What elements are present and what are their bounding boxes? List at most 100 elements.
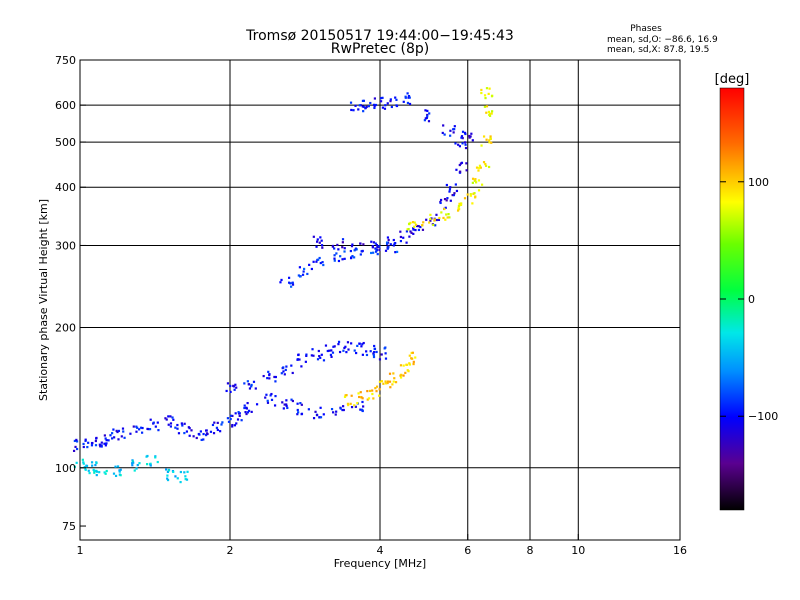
echo-point xyxy=(387,246,390,249)
echo-point xyxy=(356,344,359,347)
echo-point xyxy=(485,138,488,141)
echo-point xyxy=(435,213,438,216)
echo-point xyxy=(350,108,353,112)
echo-point xyxy=(443,133,446,136)
echo-point xyxy=(489,137,492,140)
echo-point xyxy=(82,461,85,464)
y-tick-label: 75 xyxy=(62,520,76,533)
echo-point xyxy=(243,382,246,385)
echo-point xyxy=(407,94,411,98)
echo-point xyxy=(316,240,319,243)
echo-point xyxy=(215,426,219,429)
echo-point xyxy=(475,181,478,184)
echo-point xyxy=(165,468,168,471)
echo-point xyxy=(185,478,189,481)
echo-point xyxy=(464,146,468,150)
echo-point xyxy=(466,193,469,196)
echo-point xyxy=(373,106,376,110)
echo-point xyxy=(480,91,483,95)
echo-point xyxy=(266,401,270,404)
echo-point xyxy=(114,474,118,478)
echo-point xyxy=(254,387,257,390)
echo-point xyxy=(146,454,149,458)
echo-point xyxy=(421,228,425,231)
echo-point xyxy=(94,439,97,443)
echo-point xyxy=(485,87,489,90)
echo-point xyxy=(387,238,390,242)
echo-point xyxy=(290,285,293,288)
echo-point xyxy=(329,353,333,356)
echo-point xyxy=(343,395,347,398)
echo-point xyxy=(333,257,336,260)
echo-point xyxy=(475,166,479,169)
echo-point xyxy=(247,383,250,386)
echo-point xyxy=(485,111,488,114)
colorbar-tick-label: −100 xyxy=(748,410,778,423)
echo-point xyxy=(105,439,108,442)
echo-point xyxy=(291,283,295,286)
echo-point xyxy=(331,351,335,354)
echo-point xyxy=(354,247,358,250)
echo-point xyxy=(95,473,98,477)
echo-point xyxy=(316,238,319,241)
echo-point xyxy=(322,413,325,416)
echo-point xyxy=(87,441,90,444)
echo-point xyxy=(312,235,315,238)
echo-point xyxy=(439,201,442,205)
echo-point xyxy=(296,402,299,405)
legend-line-o: mean, sd,O: −86.6, 16.9 xyxy=(607,35,718,45)
echo-point xyxy=(300,403,303,406)
echo-point xyxy=(358,395,361,399)
echo-series xyxy=(343,351,417,407)
echo-point xyxy=(371,245,374,248)
echo-point xyxy=(433,219,436,222)
echo-point xyxy=(361,105,364,108)
echo-point xyxy=(82,462,85,465)
echo-point xyxy=(332,345,335,348)
echo-point xyxy=(264,396,267,399)
echo-point xyxy=(409,221,412,225)
echo-point xyxy=(378,394,381,397)
echo-point xyxy=(319,416,323,419)
echo-point xyxy=(317,349,320,353)
echo-point xyxy=(443,198,447,201)
echo-point xyxy=(120,435,123,438)
echo-point xyxy=(435,218,438,222)
echo-point xyxy=(350,405,354,409)
echo-point xyxy=(205,433,208,437)
echo-point xyxy=(333,247,336,250)
echo-point xyxy=(246,411,250,414)
echo-point xyxy=(344,345,347,348)
echo-point xyxy=(177,432,181,435)
echo-point xyxy=(297,353,300,357)
echo-point xyxy=(477,189,481,192)
x-tick-label: 10 xyxy=(571,544,585,557)
echo-point xyxy=(461,130,465,133)
echo-point xyxy=(319,356,322,359)
colorbar-tick-label: 100 xyxy=(748,176,769,189)
echo-point xyxy=(474,178,477,181)
echo-point xyxy=(234,383,237,386)
echo-point xyxy=(464,143,467,146)
echo-series xyxy=(349,92,468,150)
echo-point xyxy=(190,429,193,432)
echo-point xyxy=(424,109,427,112)
echo-point xyxy=(412,360,415,363)
echo-point xyxy=(235,422,238,425)
echo-series xyxy=(406,87,494,231)
echo-point xyxy=(356,402,359,405)
echo-point xyxy=(448,188,452,191)
echo-point xyxy=(220,423,223,426)
echo-point xyxy=(441,131,444,135)
echo-point xyxy=(233,388,236,391)
echo-point xyxy=(298,358,301,361)
echo-point xyxy=(93,471,96,474)
echo-point xyxy=(484,163,487,166)
echo-point xyxy=(359,242,362,245)
echo-point xyxy=(91,464,94,467)
echo-point xyxy=(483,105,487,108)
echo-point xyxy=(490,95,494,98)
echo-point xyxy=(371,392,374,396)
echo-point xyxy=(111,437,114,440)
echo-point xyxy=(188,434,191,437)
